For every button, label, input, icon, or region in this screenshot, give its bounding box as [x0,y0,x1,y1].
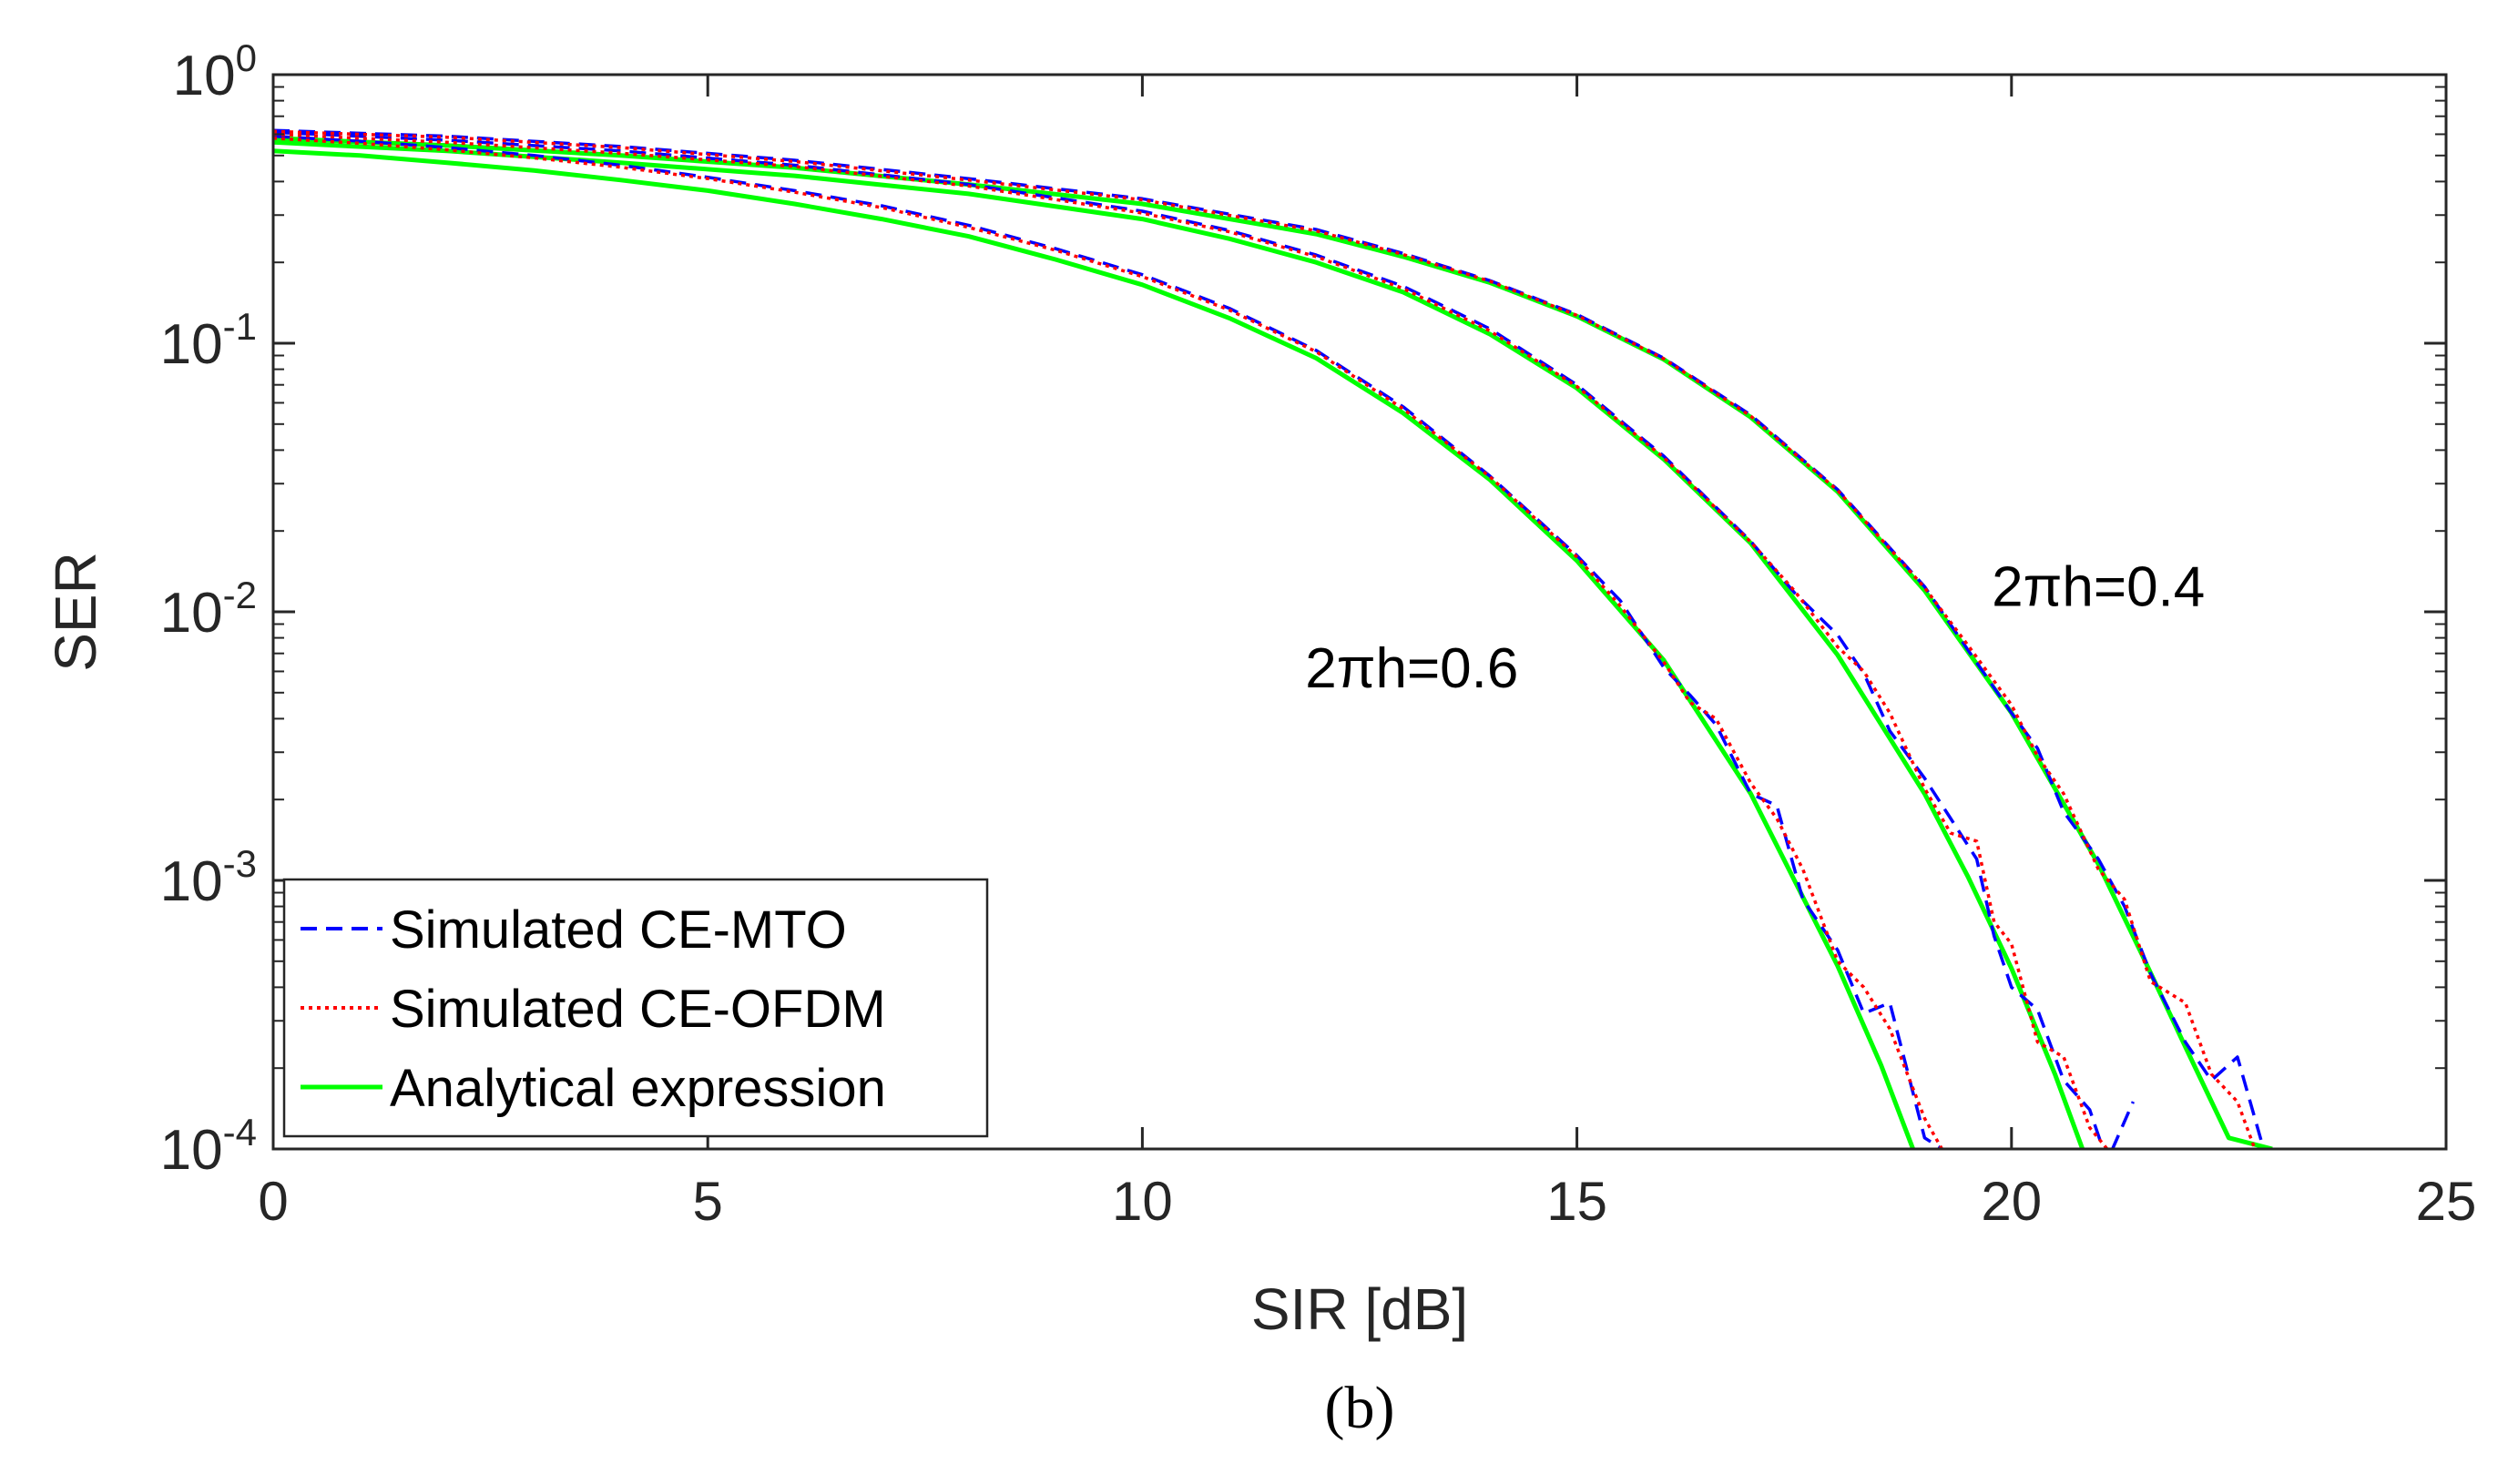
legend: Simulated CE-MTO Simulated CE-OFDM Analy… [282,878,989,1138]
y-tick-label-exponent: -3 [223,842,257,885]
series-line-analytical-expression-middle [273,139,2085,1149]
series-line-simulated-ce-mto-middle [273,130,2136,1149]
y-tick-label-exponent: -1 [223,305,257,348]
y-tick-label-base: 10 [160,582,223,645]
y-tick-label-base: 10 [160,313,223,376]
x-axis-title: SIR [dB] [1251,1276,1468,1342]
series-line-analytical-expression-2-h-0.6 [273,148,1916,1149]
y-tick-label-base: 10 [160,850,223,913]
y-tick-label: 10-1 [160,305,257,376]
x-tick-label: 10 [1112,1171,1173,1232]
x-tick-label: 5 [693,1171,723,1232]
y-tick-label-exponent: -4 [223,1111,257,1154]
y-tick-label: 10-3 [160,842,257,913]
y-tick-label-base: 10 [173,45,236,107]
legend-box [282,878,989,1138]
plot-frame [271,73,2448,1151]
legend-label-analytical: Analytical expression [390,1059,886,1118]
series-line-simulated-ce-ofdm-middle [273,132,2109,1149]
annotation-2pih-0.4: 2πh=0.4 [1992,555,2205,618]
x-tick-label: 0 [258,1171,288,1232]
y-tick-label-base: 10 [160,1119,223,1182]
x-tick-label: 20 [1981,1171,2042,1232]
series-line-simulated-ce-ofdm-2-h-0.4 [273,129,2257,1149]
series-layer [273,128,2273,1149]
y-tick-label-exponent: -2 [223,574,257,616]
series-line-simulated-ce-ofdm-2-h-0.6 [273,137,1943,1149]
y-tick-label: 10-4 [160,1111,257,1182]
y-tick-label-exponent: 0 [236,36,257,79]
legend-label-mto: Simulated CE-MTO [390,900,847,960]
annotation-2pih-0.6: 2πh=0.6 [1305,637,1518,700]
y-axis-title: SER [43,552,108,672]
x-tick-label: 15 [1546,1171,1607,1232]
y-tick-label: 100 [173,36,257,107]
legend-label-ofdm: Simulated CE-OFDM [390,980,886,1039]
y-tick-label: 10-2 [160,574,257,645]
figure-caption: (b) [1325,1375,1395,1441]
x-tick-label: 25 [2416,1171,2477,1232]
